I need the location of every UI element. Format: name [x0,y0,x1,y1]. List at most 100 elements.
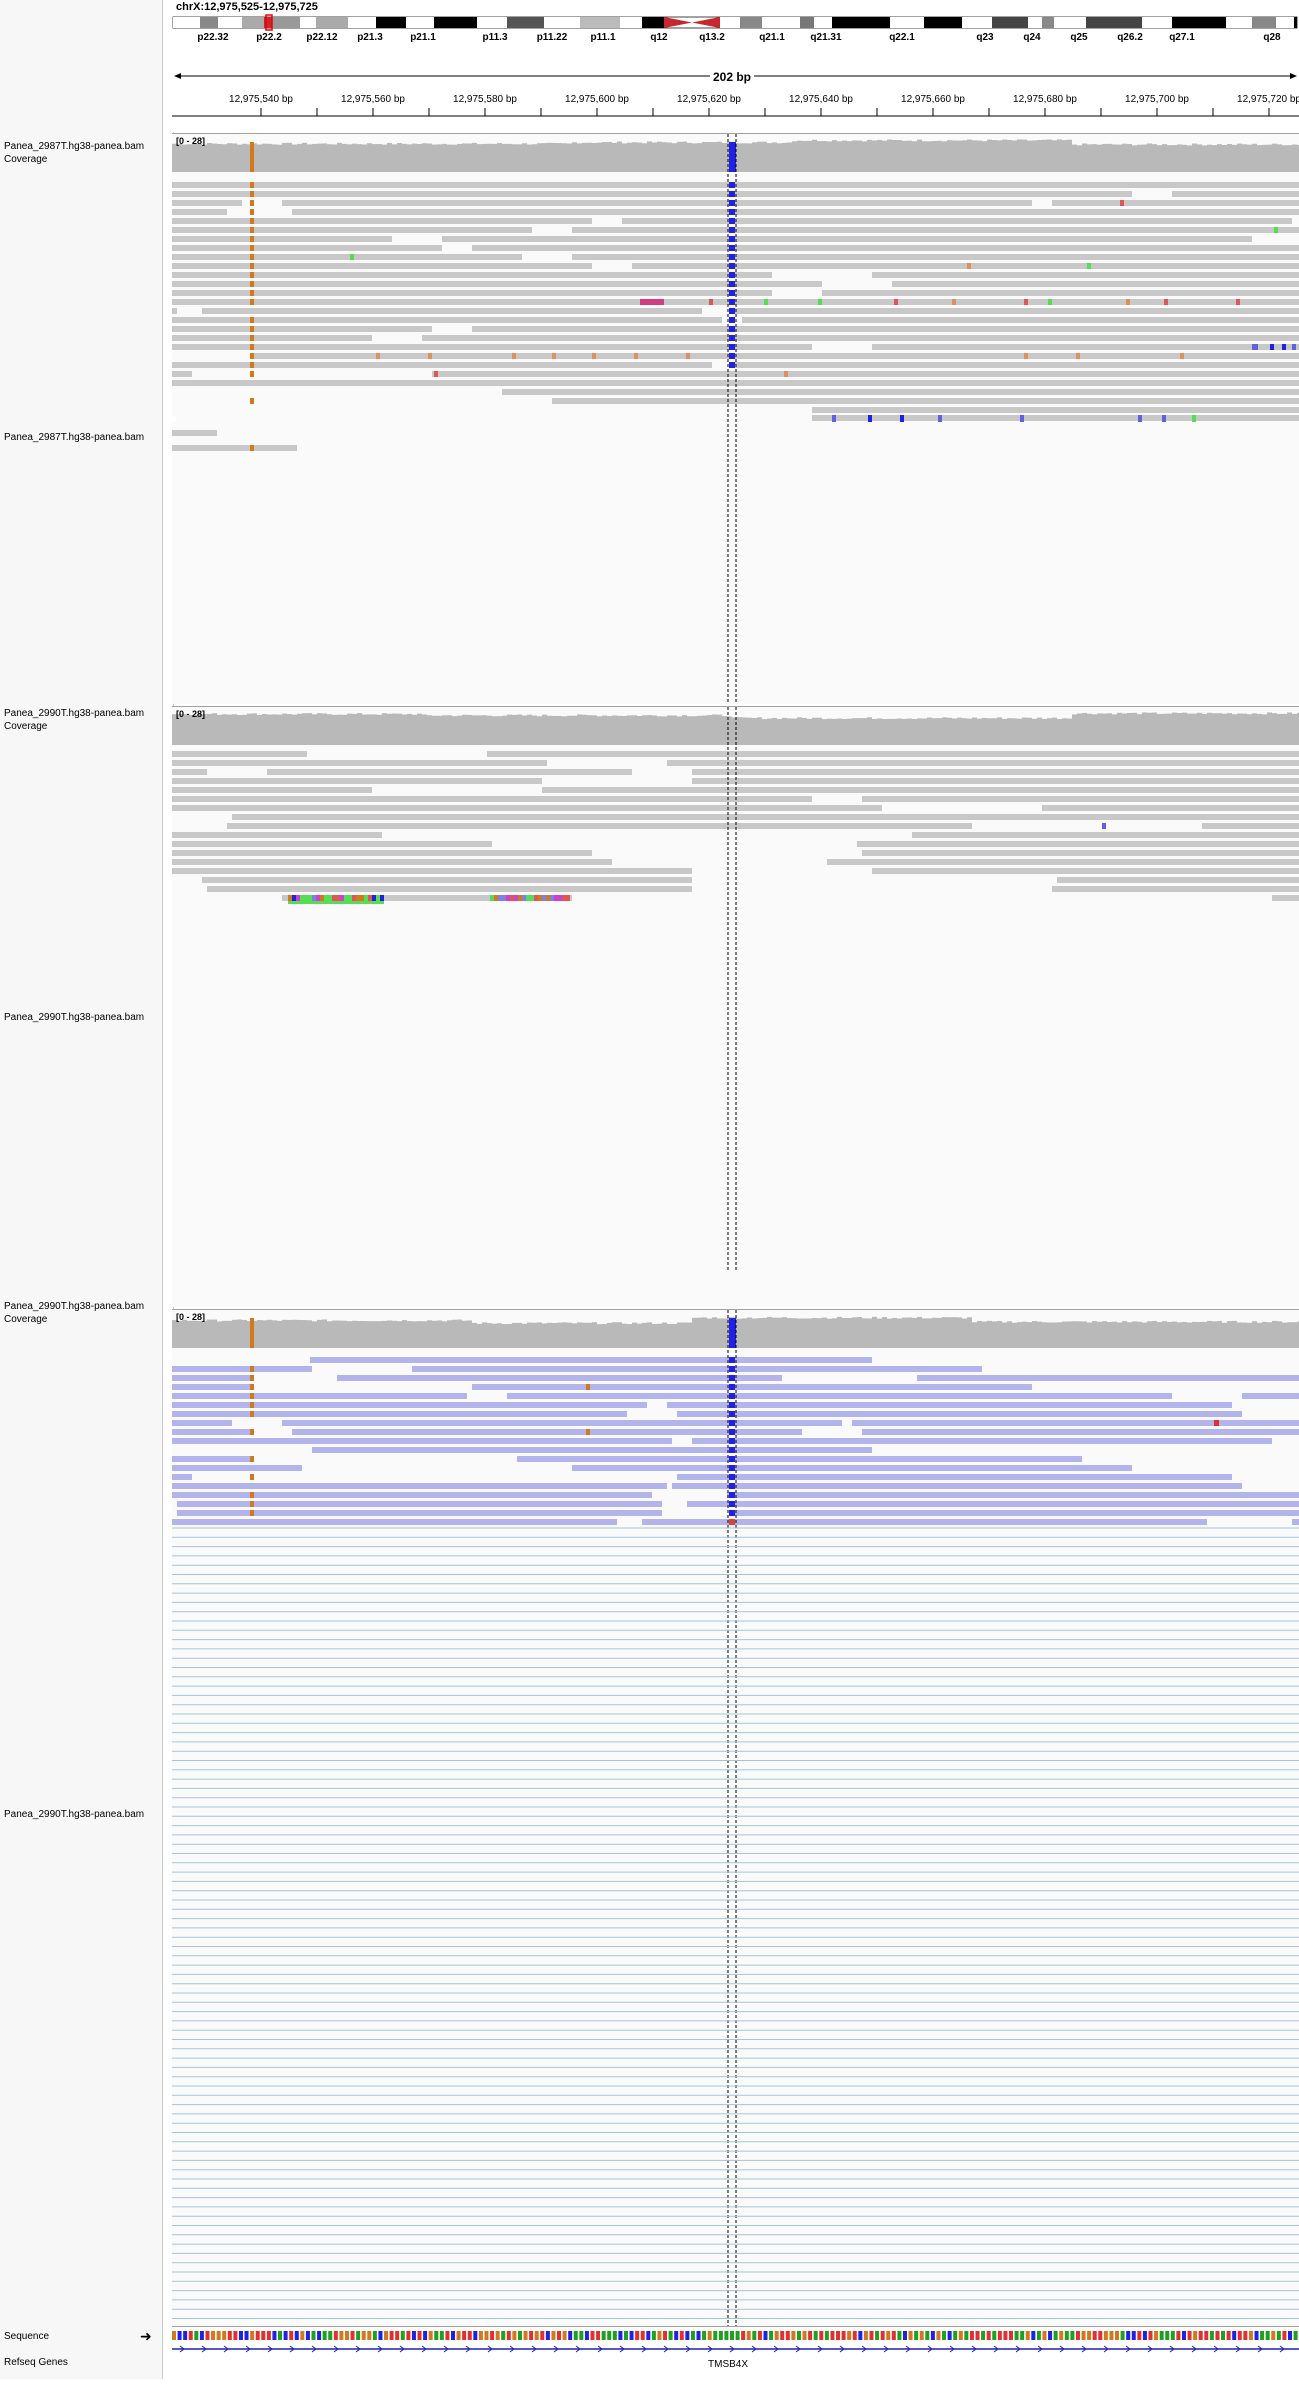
coverage-bar [772,1317,777,1348]
coverage-bar [597,142,602,172]
coverage-bar [282,1319,287,1348]
sequence-base [579,2331,584,2340]
read [172,859,612,865]
coverage-bar [1207,144,1212,172]
mismatch [1120,200,1124,206]
coverage-bar [1122,713,1127,745]
sequence-base [478,2331,483,2340]
coverage-bar [417,713,422,745]
read [177,1510,662,1516]
mismatch [686,353,690,359]
coverage-bar [492,1323,497,1348]
sequence-base [283,2331,288,2340]
coverage-bar [892,718,897,745]
mismatch [250,236,254,242]
mismatch [250,317,254,323]
coverage-bar [937,140,942,172]
strand-chevron [179,2345,185,2353]
coverage-bar [817,717,822,745]
gene-name[interactable]: TMSB4X [708,2359,749,2370]
coverage-bar [967,718,972,745]
mismatch [250,245,254,251]
coverage-bar [502,143,507,172]
coverage-bar [1067,718,1072,745]
ruler-tick-label: 12,975,580 bp [453,94,517,105]
alignment-panel-2[interactable]: [0 - 28] [172,706,1299,1307]
coverage-bar [247,1321,252,1348]
strand-chevron [1169,2345,1175,2353]
coverage-bar [722,142,727,172]
mismatch [250,1429,254,1435]
coverage-bar [1292,144,1297,172]
sequence-base [635,2331,640,2340]
coverage-bar [872,718,877,745]
coverage-bar [672,1323,677,1348]
sequence-base [367,2331,372,2340]
mismatch [1076,353,1080,359]
track-label-coverage-3[interactable]: Panea_2990T.hg38-panea.bam Coverage [4,1301,145,1325]
coverage-bar [792,1318,797,1348]
coverage-bar [267,143,272,172]
coverage-bar [1042,718,1047,745]
mismatch [250,371,254,377]
track-label-coverage-2[interactable]: Panea_2990T.hg38-panea.bam Coverage [4,708,145,732]
coverage-bar [1232,144,1237,172]
cytoband-label: q13.2 [699,32,725,42]
read [172,751,307,757]
read [172,1465,302,1471]
coverage-bar [1127,144,1132,172]
mismatch [250,1393,254,1399]
sequence-track-label[interactable]: Sequence [4,2331,50,2342]
coverage-bar [867,1318,872,1348]
coverage-bar [1282,145,1287,172]
sequence-base [1159,2331,1164,2340]
mismatch [534,895,538,901]
chromosome-ideogram[interactable]: p22.32 p22.2 p22.12 p21.3 p21.1 p11.3 p11.22 p1… [172,14,1299,42]
coverage-bar [1132,1321,1137,1348]
coverage-bar [427,1320,432,1348]
ruler[interactable]: 12,975,540 bp 12,975,560 bp 12,975,580 bp 1… [172,64,1299,128]
strand-chevron [1103,2345,1109,2353]
read [172,263,592,269]
sequence-base [886,2331,891,2340]
mismatch [729,191,735,197]
read [917,1375,1299,1381]
read [337,1375,782,1381]
coverage-bar [947,140,952,172]
strand-chevron [685,2345,691,2353]
strand-chevron [531,2345,537,2353]
sequence-base [819,2331,824,2340]
track-label-bam-1[interactable]: Panea_2987T.hg38-panea.bam [4,432,145,443]
alignment-panel-1[interactable]: [0 - 28] [172,133,1299,704]
mismatch [729,218,735,224]
mismatch [316,901,320,904]
coverage-bar [682,715,687,745]
track-label-bam-3[interactable]: Panea_2990T.hg38-panea.bam [4,1809,145,1820]
sequence-base [534,2331,539,2340]
mismatch [498,895,502,901]
mismatch [312,895,316,901]
coverage-bar [932,718,937,745]
mismatch [729,1447,735,1453]
coverage-bar [637,142,642,172]
sequence-base [902,2331,907,2340]
coverage-bar [422,1321,427,1348]
read [692,769,1299,775]
coverage-bar [987,1320,992,1348]
coverage-range-3: [0 - 28] [176,1312,206,1322]
mismatch [729,227,735,233]
sequence-base [1187,2331,1192,2340]
refseq-track-label[interactable]: Refseq Genes [4,2357,68,2368]
track-label-coverage-1[interactable]: Panea_2987T.hg38-panea.bam Coverage [4,141,145,165]
cytoband [832,17,890,28]
mismatch [729,1366,735,1372]
mismatch [250,200,254,206]
coverage-bar [1182,712,1187,745]
coverage-bar [587,1322,592,1348]
read [572,227,1299,233]
track-label-bam-2[interactable]: Panea_2990T.hg38-panea.bam [4,1012,145,1023]
read [872,868,1299,874]
coverage-bar [752,1318,757,1348]
strand-arrow-icon[interactable]: ➜ [140,2328,152,2344]
alignment-panel-3[interactable]: [0 - 28] [172,1309,1299,2326]
